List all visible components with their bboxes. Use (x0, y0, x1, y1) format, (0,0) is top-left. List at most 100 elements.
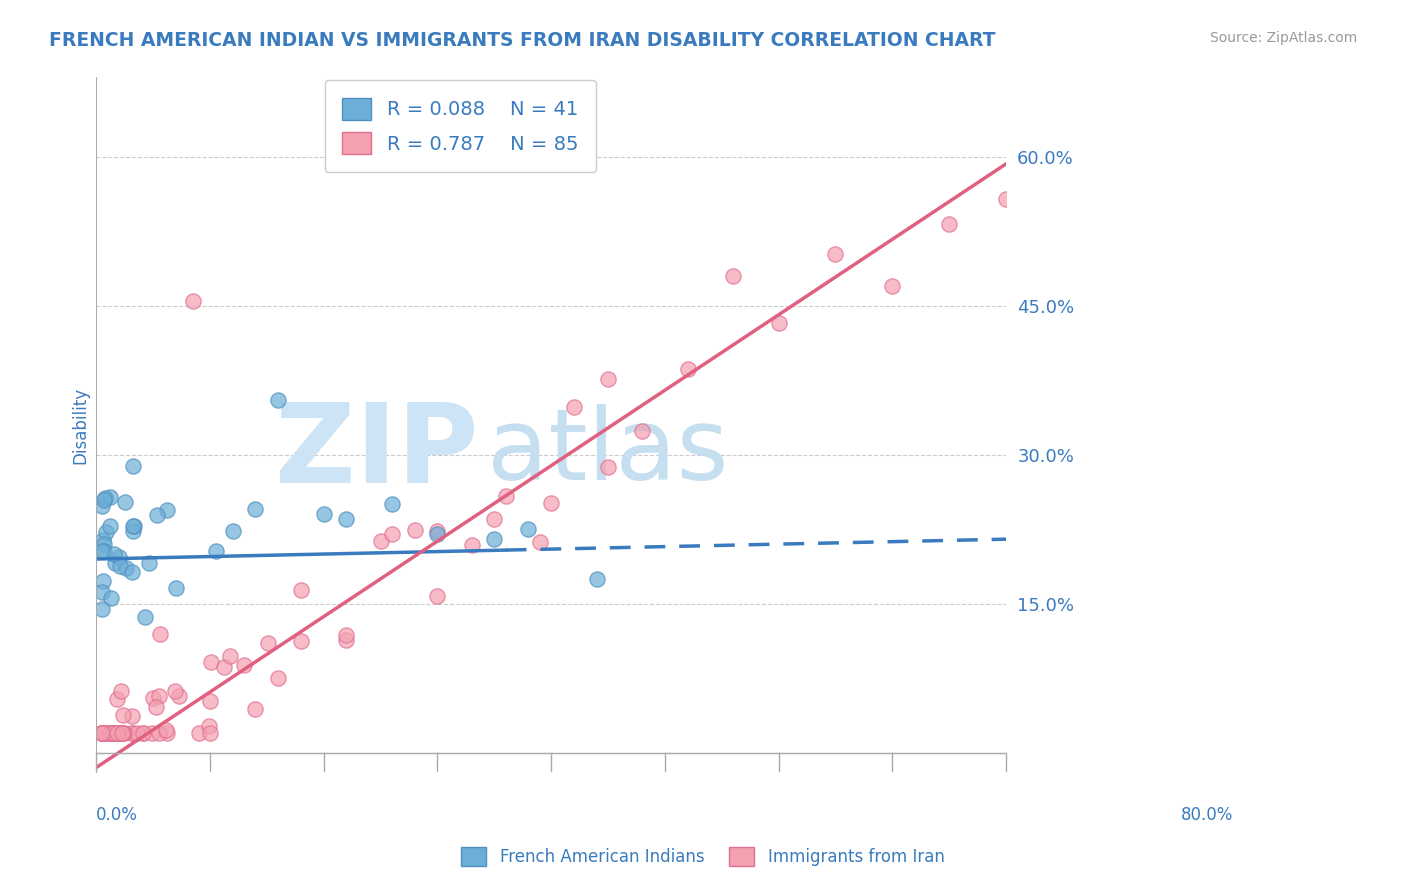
Point (148, 726, 170, 740)
Point (335, 633, 357, 648)
Point (484, 511, 506, 525)
Point (882, 279, 904, 293)
Point (100, 726, 122, 740)
Point (104, 556, 127, 570)
Point (94, 525, 117, 540)
Point (90, 544, 112, 558)
Point (156, 726, 179, 740)
Point (122, 519, 145, 533)
Point (198, 694, 221, 708)
Point (114, 495, 136, 509)
Point (768, 316, 790, 330)
Legend: R = 0.088    N = 41, R = 0.787    N = 85: R = 0.088 N = 41, R = 0.787 N = 85 (325, 80, 596, 172)
Point (267, 393, 290, 408)
Point (121, 566, 143, 580)
Point (132, 726, 155, 740)
Point (540, 496, 562, 510)
Text: 0.0%: 0.0% (96, 805, 138, 824)
Point (148, 689, 170, 703)
Point (121, 708, 143, 723)
Point (156, 503, 179, 517)
Point (90, 726, 112, 740)
Point (105, 726, 128, 740)
Point (381, 497, 404, 511)
Point (91, 726, 114, 740)
Point (596, 459, 619, 474)
Point (111, 726, 134, 740)
Point (335, 628, 357, 642)
Point (824, 246, 846, 260)
Point (200, 655, 222, 669)
Point (938, 217, 960, 231)
Point (107, 550, 129, 565)
Point (205, 543, 228, 558)
Point (245, 702, 267, 716)
Text: 80.0%: 80.0% (1181, 805, 1233, 824)
Point (94, 726, 117, 740)
Point (112, 726, 135, 740)
Point (90, 726, 112, 740)
Point (460, 538, 482, 552)
Point (995, 192, 1018, 206)
Point (245, 502, 267, 516)
Point (426, 589, 449, 603)
Point (103, 548, 125, 562)
Point (90, 726, 112, 740)
Point (163, 684, 186, 698)
Point (212, 660, 235, 674)
Point (93, 544, 115, 558)
Point (93, 537, 115, 551)
Point (181, 293, 204, 308)
Point (114, 560, 136, 574)
Point (426, 527, 449, 541)
Point (142, 690, 165, 705)
Point (585, 572, 607, 586)
Point (165, 581, 187, 595)
Point (107, 726, 129, 740)
Point (121, 726, 143, 740)
Point (145, 700, 167, 714)
Point (103, 726, 125, 740)
Point (125, 726, 148, 740)
Point (97, 726, 120, 740)
Point (110, 559, 132, 574)
Point (221, 524, 243, 539)
Point (90, 726, 112, 740)
Point (110, 684, 132, 698)
Point (108, 726, 131, 740)
Legend: French American Indians, Immigrants from Iran: French American Indians, Immigrants from… (453, 838, 953, 875)
Point (101, 726, 124, 740)
Point (1018, 140, 1040, 154)
Point (335, 512, 357, 526)
Point (90, 500, 112, 514)
Text: atlas: atlas (488, 404, 730, 501)
Point (98, 519, 121, 533)
Text: Source: ZipAtlas.com: Source: ZipAtlas.com (1209, 31, 1357, 45)
Point (233, 657, 256, 672)
Point (517, 522, 540, 536)
Point (105, 726, 128, 740)
Point (101, 726, 124, 740)
Text: ZIP: ZIP (276, 400, 478, 507)
Point (267, 671, 290, 685)
Point (100, 726, 122, 740)
Point (100, 591, 122, 605)
Point (721, 269, 744, 284)
Point (146, 508, 169, 522)
Point (105, 692, 128, 706)
Point (219, 648, 242, 663)
Point (90, 726, 112, 740)
Point (484, 532, 506, 546)
Point (111, 726, 134, 740)
Point (110, 726, 132, 740)
Point (167, 689, 190, 703)
Point (381, 526, 404, 541)
Point (132, 726, 155, 740)
Point (91, 574, 114, 589)
Point (121, 726, 143, 740)
Point (101, 726, 124, 740)
Point (257, 636, 280, 650)
Point (121, 524, 143, 538)
Point (93, 726, 115, 740)
Point (198, 719, 221, 733)
